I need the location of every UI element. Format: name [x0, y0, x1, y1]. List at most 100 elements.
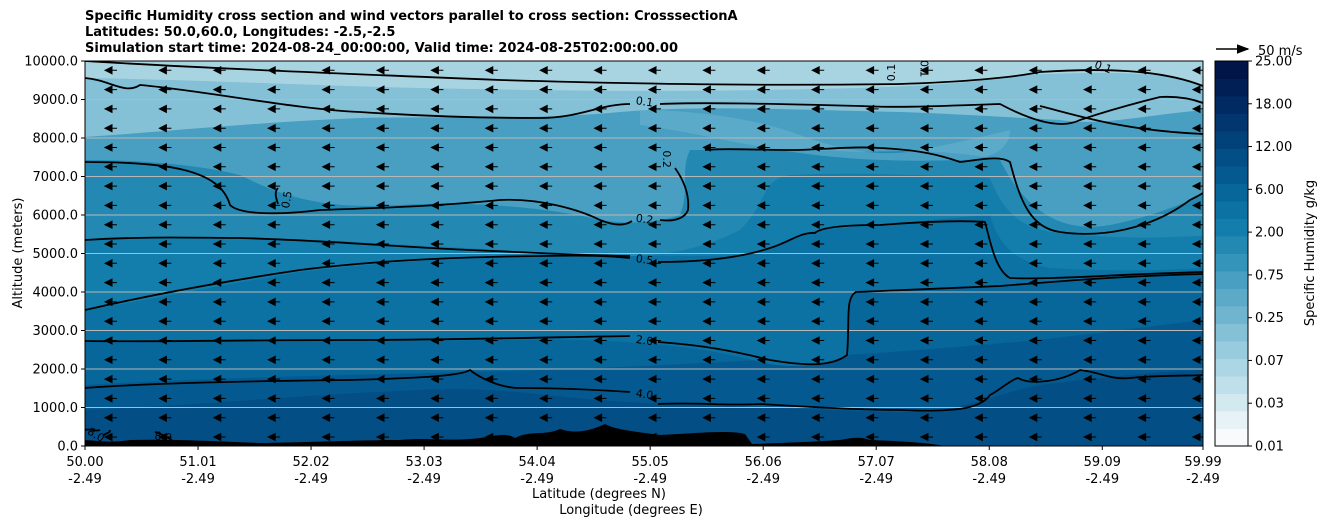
wind-vector-383 — [1137, 374, 1151, 384]
wind-vector-103 — [375, 374, 389, 384]
wind-vector-335 — [974, 143, 988, 152]
wind-vector-324 — [974, 355, 988, 365]
wind-vector-209 — [647, 258, 661, 268]
wind-vector-236 — [702, 123, 716, 133]
wind-vector-199 — [593, 65, 607, 75]
wind-vector-353 — [1028, 181, 1042, 191]
wind-vector-319 — [919, 65, 933, 75]
wind-vector-286 — [865, 316, 879, 326]
wind-vector-346 — [1028, 316, 1042, 326]
wind-vector-306 — [919, 316, 933, 326]
wind-vector-93 — [321, 181, 335, 191]
wind-vector-80 — [321, 432, 335, 442]
wind-vector-375 — [1083, 143, 1097, 152]
wind-vector-24 — [158, 355, 172, 365]
wind-vector-16 — [103, 123, 117, 133]
wind-vector-204 — [647, 355, 661, 365]
wind-vector-240 — [756, 432, 770, 442]
wind-vector-270 — [811, 239, 825, 249]
wind-vector-152 — [484, 201, 498, 210]
colorbar-frame — [1214, 60, 1249, 447]
wind-vector-121 — [430, 413, 444, 423]
wind-vector-341 — [1028, 413, 1042, 423]
wind-vector-395 — [1137, 143, 1151, 152]
wind-vector-214 — [647, 162, 661, 172]
colorbar-swatch-7 — [1215, 306, 1248, 324]
wind-vector-392 — [1137, 201, 1151, 210]
wind-vector-340 — [1028, 432, 1042, 442]
wind-vector-233 — [702, 181, 716, 191]
colorbar-swatch-18 — [1215, 113, 1248, 132]
wind-vector-234 — [702, 162, 716, 172]
wind-vector-208 — [647, 278, 661, 287]
y-tick-label-6: 6000.0 — [33, 209, 79, 224]
wind-vector-297 — [865, 104, 879, 114]
wind-vector-84 — [321, 355, 335, 365]
wind-vector-116 — [375, 123, 389, 133]
wind-vector-131 — [430, 220, 444, 230]
wind-vector-279 — [811, 65, 825, 75]
wind-vectors — [103, 65, 1203, 442]
wind-vector-315 — [919, 143, 933, 152]
colorbar-swatch-10 — [1215, 253, 1248, 272]
wind-vector-336 — [974, 123, 988, 133]
wind-vector-230 — [702, 239, 716, 249]
wind-vector-358 — [1028, 85, 1042, 94]
wind-vector-264 — [811, 355, 825, 365]
wind-vector-356 — [1028, 123, 1042, 133]
wind-vector-98 — [321, 85, 335, 94]
inline-contour-label-0: 0.5 — [279, 190, 295, 209]
colorbar-swatch-16 — [1215, 148, 1248, 167]
wind-vector-224 — [702, 355, 716, 365]
wind-vector-304 — [919, 355, 933, 365]
wind-vector-149 — [484, 258, 498, 268]
wind-vector-129 — [430, 258, 444, 268]
wind-vector-334 — [974, 162, 988, 172]
wind-vector-163 — [539, 374, 553, 384]
contour-labels: 0.10.20.52.04.08.00.50.20.10.10.18.0 — [85, 58, 1114, 445]
x-tick-lat-4: 54.04 — [519, 455, 556, 470]
wind-vector-135 — [430, 143, 444, 152]
colorbar-swatch-2 — [1215, 393, 1248, 412]
title-line-1: Specific Humidity cross section and wind… — [85, 9, 738, 24]
wind-vector-292 — [865, 201, 879, 210]
wind-vector-13 — [103, 181, 117, 191]
wind-vector-111 — [375, 220, 389, 230]
wind-vector-281 — [865, 413, 879, 423]
colorbar-tick-label-4: 0.75 — [1255, 268, 1284, 283]
wind-vector-247 — [756, 297, 770, 307]
x-tick-lon-3: -2.49 — [407, 472, 441, 487]
wind-vector-141 — [484, 413, 498, 423]
contour-0.2-right — [704, 146, 1203, 235]
wind-vector-195 — [593, 143, 607, 152]
colorbar-swatch-8 — [1215, 288, 1248, 307]
wind-vector-58 — [212, 85, 226, 94]
wind-vector-88 — [321, 278, 335, 287]
wind-vector-100 — [375, 432, 389, 442]
wind-vector-269 — [811, 258, 825, 268]
wind-vector-25 — [158, 336, 172, 345]
wind-vector-29 — [158, 258, 172, 268]
wind-vector-364 — [1083, 355, 1097, 365]
wind-vector-86 — [321, 316, 335, 326]
wind-vector-262 — [811, 394, 825, 403]
contour-0.5-small — [274, 187, 279, 205]
wind-vector-12 — [103, 201, 117, 210]
y-tick-label-3: 3000.0 — [33, 324, 79, 339]
wind-vector-89 — [321, 258, 335, 268]
x-tick-lon-10: -2.49 — [1186, 472, 1220, 487]
wind-vector-39 — [158, 65, 172, 75]
wind-vector-381 — [1137, 413, 1151, 423]
y-tick-label-7: 7000.0 — [33, 170, 79, 185]
wind-vector-66 — [267, 316, 281, 326]
wind-vector-169 — [539, 258, 553, 268]
wind-vector-278 — [811, 85, 825, 94]
wind-vector-325 — [974, 336, 988, 345]
wind-vector-1 — [103, 413, 117, 423]
wind-vector-37 — [158, 104, 172, 114]
y-tick-label-9: 9000.0 — [33, 93, 79, 108]
wind-vector-105 — [375, 336, 389, 345]
wind-vector-339 — [974, 65, 988, 75]
colorbar-swatch-17 — [1215, 131, 1248, 149]
colorbar-swatch-6 — [1215, 323, 1248, 342]
